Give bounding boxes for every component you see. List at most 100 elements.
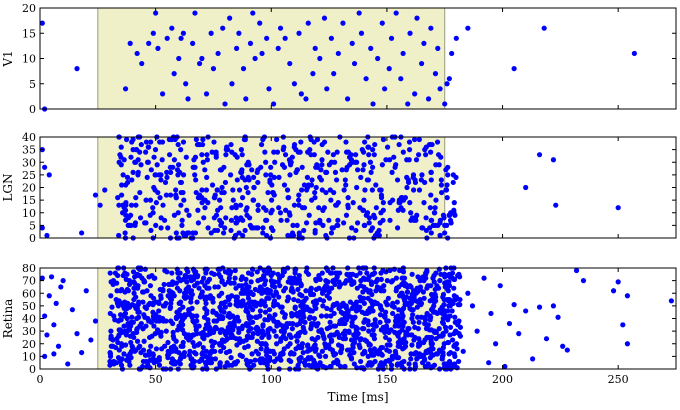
spike-point: [432, 291, 438, 298]
spike-point: [192, 172, 198, 178]
spike-point: [218, 222, 224, 228]
spike-point: [168, 169, 174, 175]
spike-point: [378, 276, 384, 282]
spike-point: [139, 60, 145, 67]
spike-point: [268, 164, 274, 170]
spike-point: [203, 348, 210, 354]
spike-point: [229, 293, 235, 299]
spike-point: [378, 270, 384, 276]
spike-point: [120, 172, 126, 178]
spike-point: [405, 101, 411, 107]
spike-point: [248, 279, 254, 285]
spike-point: [321, 205, 327, 211]
spike-point: [334, 149, 340, 155]
spike-point: [138, 266, 144, 272]
spike-point: [417, 275, 423, 281]
spike-point: [252, 55, 258, 62]
spike-point: [413, 157, 420, 163]
spike-point: [212, 326, 218, 332]
spike-point: [232, 267, 238, 274]
spike-point: [260, 225, 266, 231]
spike-point: [307, 314, 313, 320]
y-tick-label: 80: [22, 262, 36, 275]
spike-point: [428, 25, 434, 31]
spike-point: [253, 348, 259, 354]
spike-point: [297, 329, 303, 335]
spike-point: [384, 347, 390, 353]
spike-point: [289, 154, 295, 160]
spike-point: [286, 357, 292, 363]
spike-point: [564, 347, 570, 353]
spike-point: [88, 337, 94, 343]
spike-point: [391, 304, 397, 310]
spike-point: [234, 296, 240, 303]
spike-point: [325, 149, 331, 155]
spike-point: [352, 159, 359, 165]
spike-point: [313, 220, 319, 226]
spike-point: [450, 179, 456, 186]
spike-point: [264, 232, 270, 239]
spike-point: [146, 334, 153, 341]
spike-point: [202, 205, 208, 211]
spike-point: [210, 299, 216, 305]
spike-point: [560, 343, 566, 349]
spike-point: [254, 269, 260, 275]
spike-point: [124, 315, 130, 322]
spike-point: [324, 313, 330, 319]
spike-point: [173, 230, 179, 236]
spike-point: [217, 217, 223, 223]
spike-point: [144, 174, 150, 180]
spike-point: [154, 327, 161, 333]
spike-point: [369, 291, 375, 298]
spike-point: [284, 187, 291, 193]
spike-point: [344, 317, 350, 323]
spike-point: [408, 284, 414, 290]
spike-point: [170, 279, 176, 285]
spike-point: [303, 96, 309, 102]
spike-point: [341, 220, 347, 226]
spike-point: [136, 299, 142, 305]
spike-points: [39, 10, 637, 112]
spike-point: [298, 355, 304, 361]
spike-point: [276, 294, 282, 300]
spike-point: [408, 356, 414, 362]
spike-point: [363, 76, 369, 82]
spike-point: [159, 91, 166, 97]
spike-point: [123, 182, 129, 188]
spike-point: [319, 141, 325, 148]
spike-point: [387, 157, 393, 163]
spike-point: [319, 270, 325, 276]
spike-point: [263, 217, 269, 223]
spike-point: [438, 348, 444, 354]
spike-point: [158, 293, 164, 299]
spike-point: [316, 205, 322, 211]
spike-point: [314, 162, 320, 168]
spike-point: [358, 358, 364, 365]
spike-point: [153, 222, 159, 228]
spike-point: [128, 202, 135, 208]
spike-point: [368, 281, 375, 288]
spike-point: [421, 295, 427, 301]
spike-point: [414, 304, 421, 310]
spike-point: [334, 360, 340, 366]
spike-point: [183, 154, 189, 160]
spike-point: [206, 324, 213, 330]
spike-point: [223, 337, 229, 343]
spike-point: [446, 303, 452, 309]
spike-point: [351, 60, 358, 67]
x-tick-label: 0: [37, 373, 44, 386]
spike-point: [74, 331, 80, 337]
spike-point: [550, 157, 557, 163]
spike-point: [328, 337, 335, 343]
spike-point: [350, 271, 356, 277]
spike-point: [211, 139, 217, 145]
spike-point: [115, 272, 121, 279]
spike-point: [411, 187, 417, 193]
spike-point: [398, 76, 404, 82]
spike-point: [272, 159, 278, 165]
spike-point: [362, 310, 368, 317]
spike-point: [404, 157, 410, 163]
spike-point: [239, 152, 245, 158]
spike-point: [573, 267, 580, 274]
spike-point: [304, 184, 311, 191]
